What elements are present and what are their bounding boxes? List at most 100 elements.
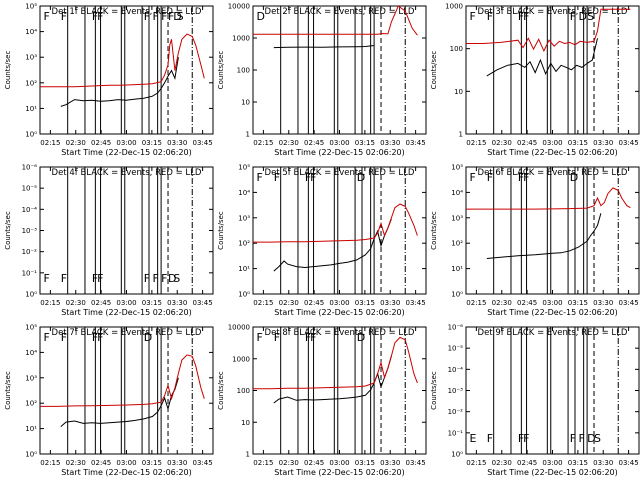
flag-label: F <box>256 331 262 344</box>
x-tick-label: 02:15 <box>466 139 486 147</box>
series-line <box>486 38 598 77</box>
x-tick-label: 03:45 <box>619 459 639 467</box>
series-line <box>273 218 392 272</box>
flag-label: D <box>173 10 181 23</box>
flag-label: D <box>587 432 595 445</box>
x-tick-label: 02:15 <box>40 299 60 307</box>
series-line <box>253 336 418 390</box>
y-tick-label: 10² <box>25 400 37 408</box>
flag-label: F <box>144 10 150 23</box>
flag-label: F <box>43 10 49 23</box>
plot-frame <box>465 166 640 295</box>
x-tick-label: 02:15 <box>253 299 273 307</box>
flag-label: F <box>523 432 529 445</box>
y-tick-label: 10⁰ <box>238 291 250 299</box>
y-axis-label: Counts/sec <box>4 51 12 90</box>
flag-label: S <box>587 10 594 23</box>
y-tick-label: 10⁻⁴ <box>22 206 38 214</box>
y-tick-label: 100 <box>237 387 250 395</box>
y-axis-label: Counts/sec <box>430 211 438 250</box>
y-tick-label: 1 <box>459 131 463 139</box>
x-tick-label: 02:30 <box>279 299 299 307</box>
x-tick-label: 03:45 <box>619 139 639 147</box>
x-tick-label: 03:45 <box>406 459 426 467</box>
y-axis-label: Counts/sec <box>4 371 12 410</box>
series-line <box>40 33 205 88</box>
x-tick-label: 03:30 <box>380 299 400 307</box>
flag-label: F <box>61 331 67 344</box>
plot-frame <box>252 326 427 455</box>
x-tick-label: 03:15 <box>355 459 375 467</box>
x-tick-label: 03:15 <box>142 139 162 147</box>
x-tick-label: 03:15 <box>142 299 162 307</box>
x-tick-label: 02:45 <box>304 299 324 307</box>
flag-label: D <box>168 272 176 285</box>
x-tick-label: 03:45 <box>406 139 426 147</box>
flag-label: D <box>570 171 578 184</box>
x-tick-label: 02:15 <box>253 139 273 147</box>
y-tick-label: 10⁻³ <box>22 227 38 235</box>
plot-title: Det 2f BLACK = Events, RED = LLD <box>265 7 415 17</box>
series-line <box>273 355 392 404</box>
flag-label: E <box>469 432 476 445</box>
y-tick-label: 10⁻² <box>22 248 38 256</box>
flag-label: F <box>144 272 150 285</box>
x-tick-label: 03:00 <box>116 299 136 307</box>
y-tick-label: 100 <box>237 67 250 75</box>
x-tick-label: 02:15 <box>466 459 486 467</box>
y-tick-label: 10² <box>238 240 250 248</box>
plot-title: Det 4f BLACK = Events, RED = LLD <box>52 168 202 178</box>
flag-label: F <box>487 171 493 184</box>
plot-frame <box>252 166 427 295</box>
y-tick-label: 1000 <box>232 355 250 363</box>
series-line <box>486 213 602 259</box>
flag-label: F <box>469 10 475 23</box>
flag-label: F <box>487 10 493 23</box>
series-line <box>253 203 418 243</box>
x-tick-label: 02:15 <box>466 299 486 307</box>
x-axis-label: Start Time (22-Dec-15 02:06:20) <box>61 468 192 477</box>
y-tick-label: 10⁵ <box>25 324 37 332</box>
x-tick-label: 03:30 <box>167 139 187 147</box>
panel-5: Det 5f BLACK = Events, RED = LLD 02:15 02:… <box>217 164 427 317</box>
x-tick-label: 03:00 <box>329 299 349 307</box>
x-tick-label: 03:45 <box>193 299 213 307</box>
flag-label: F <box>97 10 103 23</box>
flag-label: F <box>469 171 475 184</box>
flag-label: F <box>570 432 576 445</box>
series-line <box>273 45 375 49</box>
y-tick-label: 10⁻² <box>448 408 464 416</box>
x-tick-label: 02:30 <box>279 139 299 147</box>
y-tick-label: 10⁻¹ <box>22 269 38 277</box>
y-axis-label: Counts/sec <box>4 211 12 250</box>
flag-label: F <box>523 10 529 23</box>
y-tick-label: 10² <box>25 79 37 87</box>
y-tick-label: 10⁰ <box>25 291 37 299</box>
flag-label: F <box>487 432 493 445</box>
y-tick-label: 1000 <box>445 3 463 11</box>
y-tick-label: 10⁰ <box>25 131 37 139</box>
x-tick-label: 03:45 <box>619 299 639 307</box>
y-tick-label: 10⁴ <box>238 189 250 197</box>
y-tick-label: 10000 <box>228 3 250 11</box>
x-tick-label: 02:15 <box>40 139 60 147</box>
flag-label: F <box>274 331 280 344</box>
y-tick-label: 10⁰ <box>451 291 463 299</box>
panel-7: Det 7f BLACK = Events, RED = LLD 02:15 02:… <box>4 324 214 477</box>
flag-label: F <box>256 171 262 184</box>
x-axis-label: Start Time (22-Dec-15 02:06:20) <box>274 148 405 157</box>
panel-8: Det 8f BLACK = Events, RED = LLD 02:15 02:… <box>217 324 427 477</box>
y-tick-label: 10⁻¹ <box>448 429 464 437</box>
flag-label: F <box>305 331 311 344</box>
plot-title: Det 1f BLACK = Events, RED = LLD <box>52 7 202 17</box>
x-tick-label: 02:30 <box>66 139 86 147</box>
y-tick-label: 10⁰ <box>25 451 37 459</box>
x-tick-label: 03:15 <box>568 299 588 307</box>
flag-label: F <box>161 272 167 285</box>
flag-label: F <box>518 432 524 445</box>
plot-frame <box>465 5 640 135</box>
y-tick-label: 10¹ <box>25 425 37 433</box>
x-tick-label: 03:15 <box>142 459 162 467</box>
x-tick-label: 03:45 <box>406 299 426 307</box>
x-tick-label: 02:45 <box>304 139 324 147</box>
